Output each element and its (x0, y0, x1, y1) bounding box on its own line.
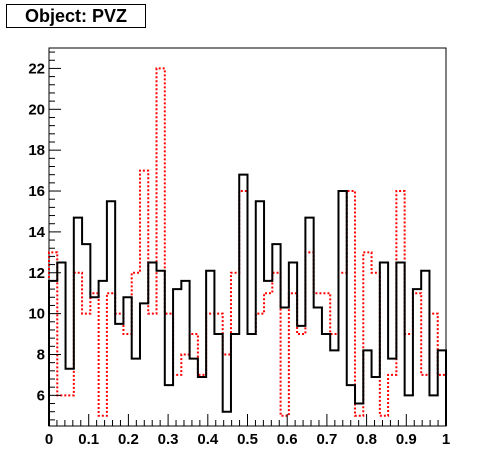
y-tick-label: 8 (37, 346, 45, 363)
x-tick-label: 1 (442, 431, 450, 448)
x-axis: 0 0.1 0.2 0.3 0.4 0.5 0.6 0.7 0.8 0.9 1 (45, 414, 450, 448)
x-tick-label: 0.9 (396, 431, 417, 448)
chart-title: Object: PVZ (6, 4, 146, 28)
x-tick-label: 0.6 (277, 431, 298, 448)
x-tick-label: 0.2 (118, 431, 139, 448)
y-tick-label: 18 (28, 142, 45, 159)
y-tick-label: 16 (28, 183, 45, 200)
y-tick-label: 20 (28, 101, 45, 118)
y-tick-label: 10 (28, 306, 45, 323)
x-tick-label: 0.4 (197, 431, 219, 448)
x-tick-label: 0.1 (78, 431, 99, 448)
x-tick-label: 0.3 (158, 431, 179, 448)
y-tick-label: 6 (37, 387, 45, 404)
x-tick-label: 0 (45, 431, 53, 448)
x-tick-label: 0.7 (316, 431, 337, 448)
series-layer (48, 67, 447, 426)
y-tick-label: 14 (28, 224, 45, 241)
y-tick-label: 12 (28, 265, 45, 282)
x-tick-label: 0.5 (237, 431, 258, 448)
y-axis: 6 8 10 12 14 16 18 20 22 (28, 51, 61, 421)
x-tick-label: 0.8 (356, 431, 377, 448)
series-solid-black (48, 173, 447, 426)
y-tick-label: 22 (28, 60, 45, 77)
